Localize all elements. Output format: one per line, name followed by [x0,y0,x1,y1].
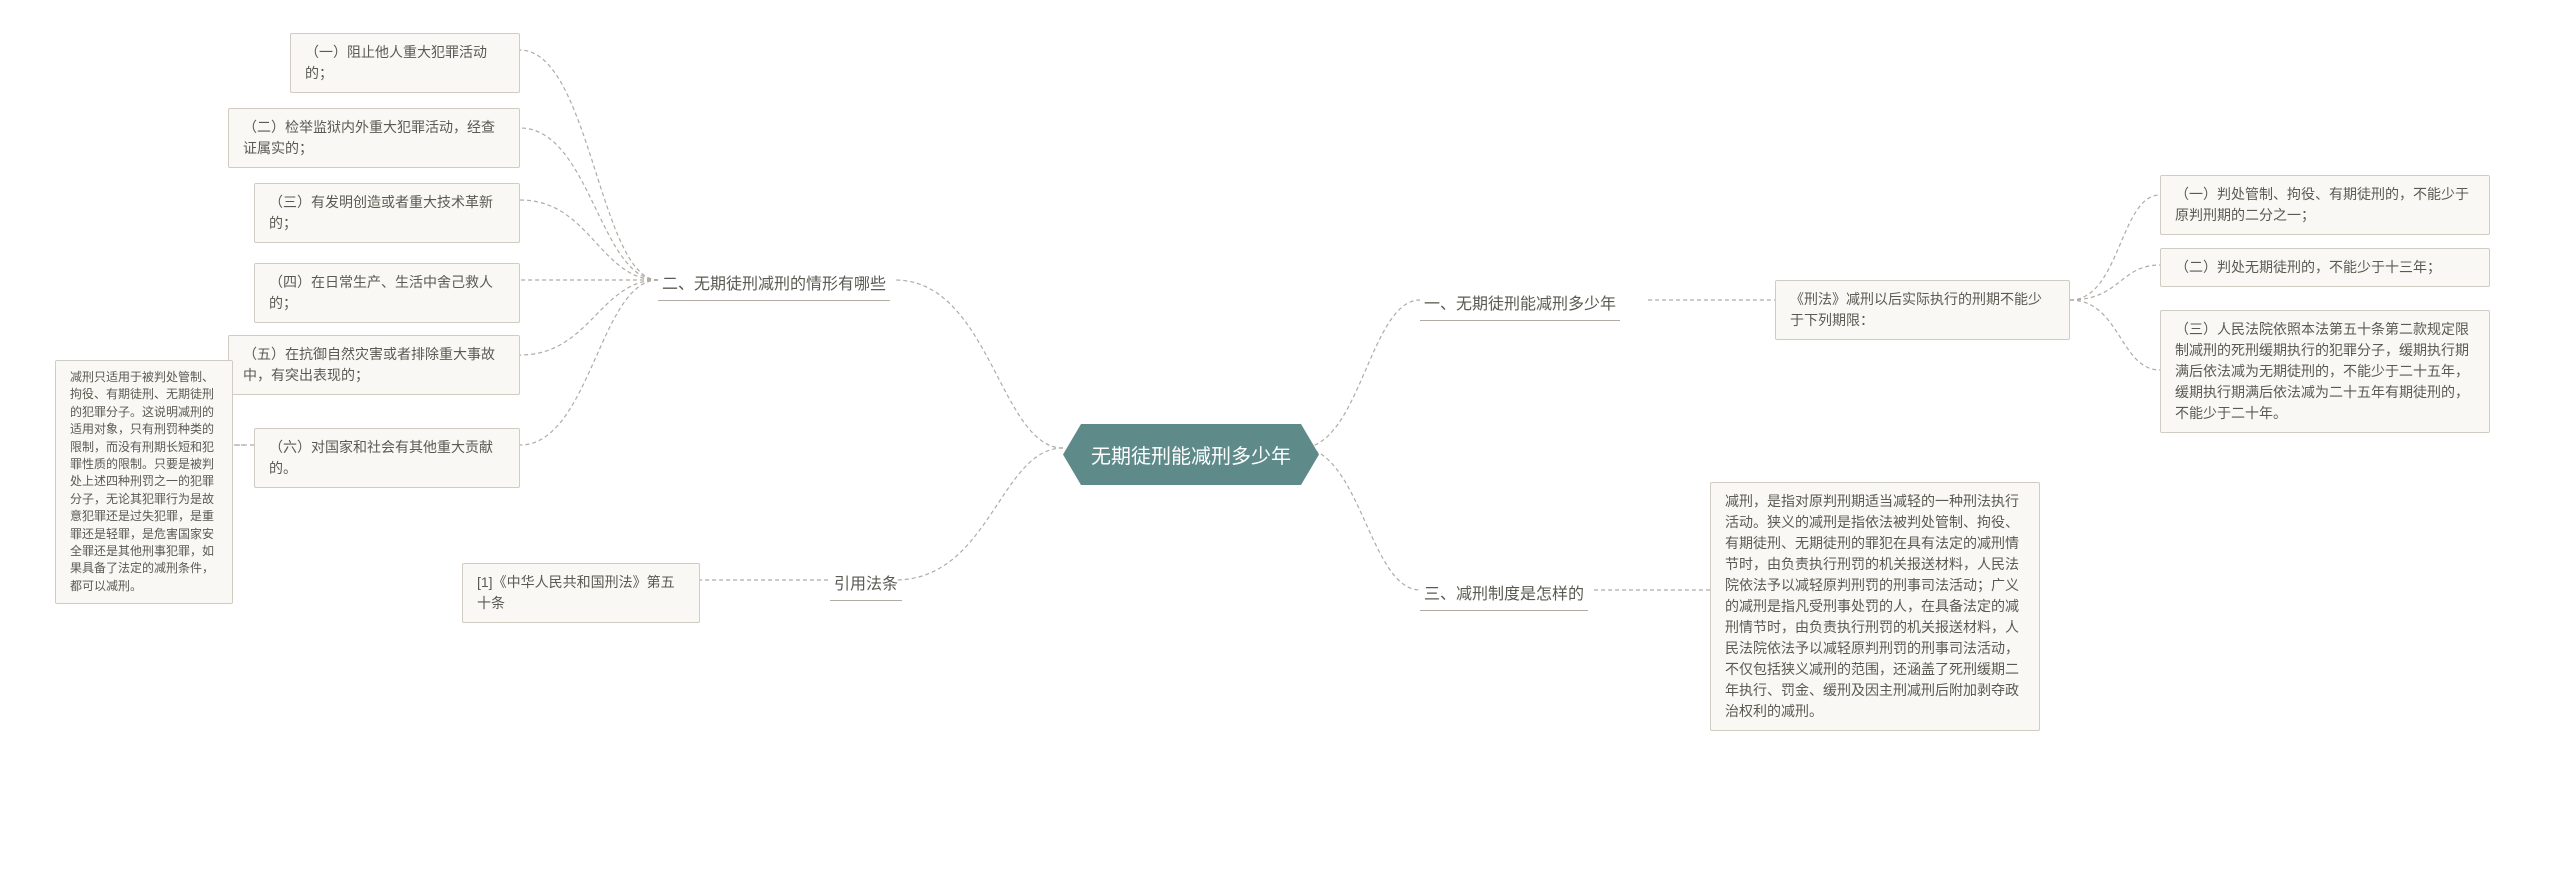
leaf-b3-1-text: 减刑，是指对原判刑期适当减轻的一种刑法执行活动。狭义的减刑是指依法被判处管制、拘… [1725,493,2019,719]
leaf-b1-1-3-text: （三）人民法院依照本法第五十条第二款规定限制减刑的死刑缓期执行的犯罪分子，缓期执… [2175,321,2469,421]
leaf-b2-6-1: 减刑只适用于被判处管制、拘役、有期徒刑、无期徒刑的犯罪分子。这说明减刑的适用对象… [55,360,233,604]
leaf-b4-1-text: [1]《中华人民共和国刑法》第五十条 [477,574,675,611]
leaf-b4-1: [1]《中华人民共和国刑法》第五十条 [462,563,700,623]
leaf-b2-1-text: （一）阻止他人重大犯罪活动的； [305,44,487,81]
leaf-b3-1: 减刑，是指对原判刑期适当减轻的一种刑法执行活动。狭义的减刑是指依法被判处管制、拘… [1710,482,2040,731]
leaf-b1-1: 《刑法》减刑以后实际执行的刑期不能少于下列期限： [1775,280,2070,340]
leaf-b2-4-text: （四）在日常生产、生活中舍己救人的； [269,274,493,311]
leaf-b2-5-text: （五）在抗御自然灾害或者排除重大事故中，有突出表现的； [243,346,495,383]
leaf-b1-1-3: （三）人民法院依照本法第五十条第二款规定限制减刑的死刑缓期执行的犯罪分子，缓期执… [2160,310,2490,433]
branch-2: 二、无期徒刑减刑的情形有哪些 [658,264,890,301]
leaf-b2-4: （四）在日常生产、生活中舍己救人的； [254,263,520,323]
leaf-b1-1-text: 《刑法》减刑以后实际执行的刑期不能少于下列期限： [1790,291,2042,328]
leaf-b2-3-text: （三）有发明创造或者重大技术革新的； [269,194,493,231]
branch-1: 一、无期徒刑能减刑多少年 [1420,284,1620,321]
leaf-b2-5: （五）在抗御自然灾害或者排除重大事故中，有突出表现的； [228,335,520,395]
branch-3: 三、减刑制度是怎样的 [1420,574,1588,611]
branch-2-label: 二、无期徒刑减刑的情形有哪些 [662,276,886,293]
root-label: 无期徒刑能减刑多少年 [1091,446,1291,468]
leaf-b2-2: （二）检举监狱内外重大犯罪活动，经查证属实的； [228,108,520,168]
leaf-b2-6-1-text: 减刑只适用于被判处管制、拘役、有期徒刑、无期徒刑的犯罪分子。这说明减刑的适用对象… [70,370,214,593]
leaf-b1-1-2-text: （二）判处无期徒刑的，不能少于十三年； [2175,259,2441,275]
leaf-b1-1-2: （二）判处无期徒刑的，不能少于十三年； [2160,248,2490,287]
leaf-b2-1: （一）阻止他人重大犯罪活动的； [290,33,520,93]
leaf-b1-1-1: （一）判处管制、拘役、有期徒刑的，不能少于原判刑期的二分之一； [2160,175,2490,235]
leaf-b2-2-text: （二）检举监狱内外重大犯罪活动，经查证属实的； [243,119,495,156]
leaf-b2-3: （三）有发明创造或者重大技术革新的； [254,183,520,243]
branch-4-label: 引用法条 [834,576,898,593]
leaf-b2-6-text: （六）对国家和社会有其他重大贡献的。 [269,439,493,476]
branch-4: 引用法条 [830,564,902,601]
leaf-b2-6: （六）对国家和社会有其他重大贡献的。 [254,428,520,488]
leaf-b1-1-1-text: （一）判处管制、拘役、有期徒刑的，不能少于原判刑期的二分之一； [2175,186,2469,223]
root-node: 无期徒刑能减刑多少年 [1063,424,1319,485]
branch-3-label: 三、减刑制度是怎样的 [1424,586,1584,603]
branch-1-label: 一、无期徒刑能减刑多少年 [1424,296,1616,313]
